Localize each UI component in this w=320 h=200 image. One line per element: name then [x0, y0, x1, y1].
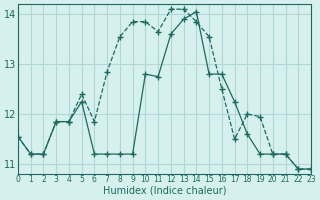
X-axis label: Humidex (Indice chaleur): Humidex (Indice chaleur)	[103, 186, 226, 196]
